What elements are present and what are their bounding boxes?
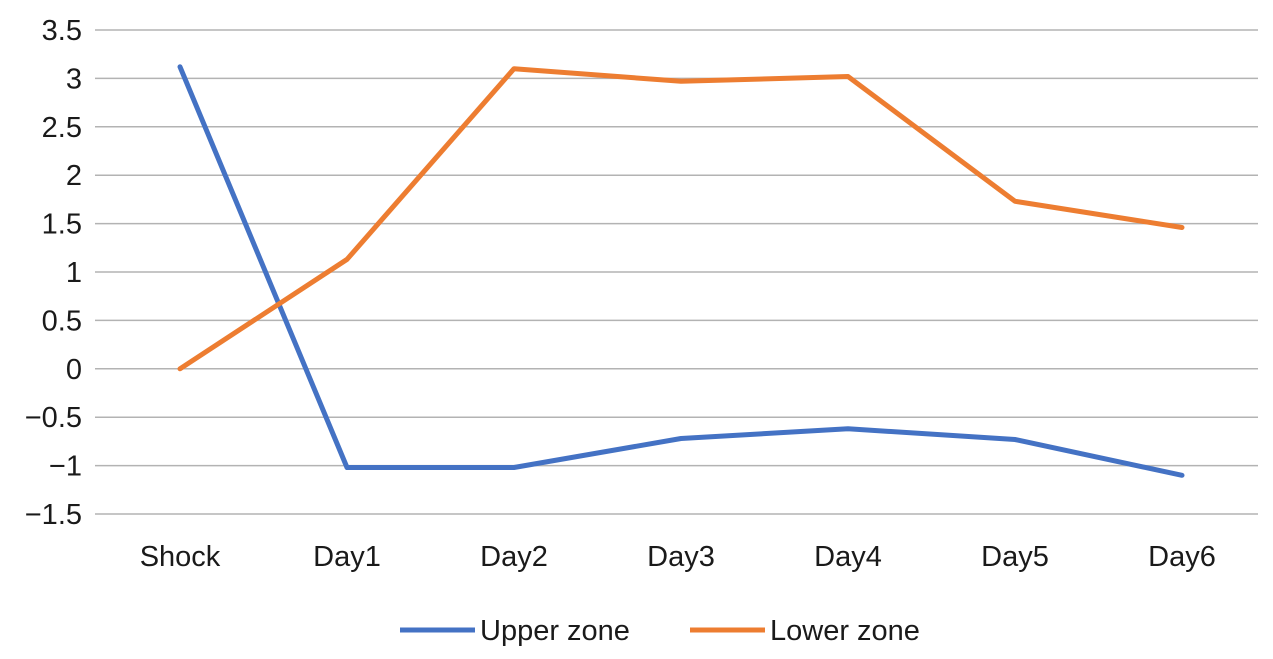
x-tick-label: Day2 — [480, 541, 548, 573]
x-axis-ticks: Shock Day1 Day2 Day3 Day4 Day5 Day6 — [140, 541, 1216, 573]
y-tick-label: −1.5 — [25, 499, 82, 531]
legend-label: Lower zone — [770, 615, 920, 647]
y-tick-label: 0 — [66, 354, 82, 386]
x-tick-label: Shock — [140, 541, 221, 573]
y-tick-label: −1 — [49, 451, 82, 483]
x-tick-label: Day1 — [313, 541, 381, 573]
y-axis-ticks: 3.5 3 2.5 2 1.5 1 0.5 0 −0.5 −1 −1.5 — [25, 15, 82, 531]
legend: Upper zone Lower zone — [400, 615, 920, 647]
legend-label: Upper zone — [480, 615, 630, 647]
y-tick-label: 1 — [66, 257, 82, 289]
series-line-lower-zone — [177, 66, 1185, 372]
y-tick-label: 2 — [66, 160, 82, 192]
x-tick-label: Day3 — [647, 541, 715, 573]
y-tick-label: 3.5 — [42, 15, 82, 47]
y-tick-label: 1.5 — [42, 209, 82, 241]
x-tick-label: Day6 — [1148, 541, 1216, 573]
y-tick-label: 3 — [66, 63, 82, 95]
y-tick-label: 0.5 — [42, 305, 82, 337]
series-lines — [177, 64, 1185, 478]
x-tick-label: Day5 — [981, 541, 1049, 573]
y-tick-label: −0.5 — [25, 402, 82, 434]
gridlines — [95, 29, 1258, 515]
x-tick-label: Day4 — [814, 541, 882, 573]
y-tick-label: 2.5 — [42, 112, 82, 144]
series-line-upper-zone — [177, 64, 1185, 478]
